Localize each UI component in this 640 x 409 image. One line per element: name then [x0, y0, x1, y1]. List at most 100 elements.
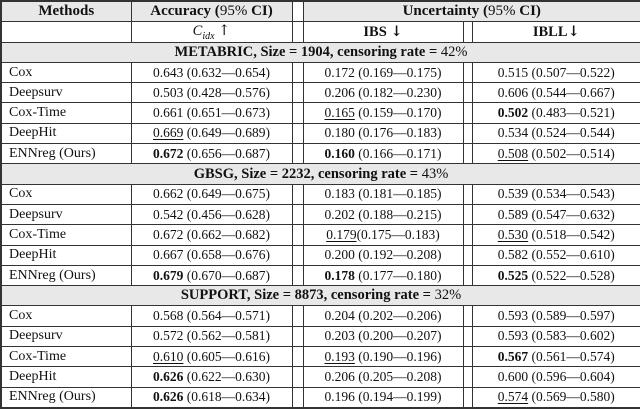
- metric-ci: (0.589—0.597): [528, 308, 615, 324]
- section-title-text: GBSG, Size = 2232, censoring rate =: [193, 165, 422, 182]
- accuracy-header-post: CI): [247, 3, 273, 20]
- method-name: DeepHit: [0, 244, 132, 266]
- section-title-pct: 32%: [434, 287, 462, 304]
- column-gap: [462, 244, 473, 266]
- cidx-cell: 0.626 (0.622—0.630): [130, 366, 293, 388]
- metric-ci: (0.569—0.580): [528, 389, 615, 405]
- uncertainty-header-pre: Uncertainty (: [402, 3, 488, 20]
- column-gap: [291, 305, 304, 327]
- cidx-symbol: C: [192, 22, 203, 39]
- ibs-cell: 0.178 (0.177—0.180): [302, 264, 464, 287]
- table-row: Cox-Time 0.672 (0.662—0.682) 0.179(0.175…: [0, 224, 640, 246]
- metric-value: 0.193: [324, 348, 355, 364]
- uncertainty-header: Uncertainty (95% CI): [302, 0, 640, 23]
- metric-value: 0.202: [324, 206, 355, 222]
- ibll-cell: 0.606 (0.544—0.667): [471, 82, 640, 104]
- metric-ci: (0.176—0.183): [354, 125, 442, 141]
- metric-ci: (0.159—0.170): [354, 105, 442, 121]
- table-row: ENNreg (Ours) 0.626 (0.618—0.634) 0.196 …: [0, 386, 640, 409]
- column-gap: [291, 264, 304, 287]
- metric-ci: (0.200—0.207): [354, 328, 442, 344]
- method-name: DeepHit: [0, 366, 132, 388]
- column-gap: [462, 61, 473, 84]
- ibll-cell: 0.593 (0.583—0.602): [471, 325, 640, 348]
- column-gap: [462, 346, 473, 368]
- metric-value: 0.502: [497, 105, 529, 121]
- cidx-cell: 0.679 (0.670—0.687): [130, 264, 293, 287]
- column-gap: [462, 143, 473, 165]
- column-gap: [291, 183, 304, 205]
- metric-ci: (0.583—0.602): [528, 328, 615, 344]
- metric-value: 0.606: [497, 84, 529, 100]
- ibs-cell: 0.160 (0.166—0.171): [302, 143, 464, 165]
- metric-ci: (0.670—0.687): [183, 267, 270, 283]
- ibs-cell: 0.200 (0.192—0.208): [302, 244, 464, 266]
- metric-ci: (0.562—0.581): [183, 328, 270, 344]
- ibs-cell: 0.204 (0.202—0.206): [302, 305, 464, 327]
- metric-ci: (0.507—0.522): [528, 64, 615, 80]
- metric-value: 0.179: [326, 226, 357, 242]
- column-gap: [462, 183, 473, 205]
- method-name: Cox: [0, 61, 132, 84]
- method-name: Cox-Time: [0, 102, 132, 124]
- column-gap: [462, 386, 473, 409]
- metric-ci: (0.524—0.544): [528, 125, 615, 141]
- ibll-cell: 0.539 (0.534—0.543): [471, 183, 640, 205]
- metric-ci: (0.632—0.654): [183, 64, 270, 80]
- metric-value: 0.669: [153, 125, 184, 141]
- table-row: ENNreg (Ours) 0.679 (0.670—0.687) 0.178 …: [0, 264, 640, 287]
- section-title-pct: 42%: [440, 43, 468, 60]
- method-name: Cox: [0, 305, 132, 327]
- table-row: Cox 0.662 (0.649—0.675) 0.183 (0.181—0.1…: [0, 183, 640, 205]
- metric-value: 0.593: [497, 328, 529, 344]
- metric-value: 0.661: [153, 105, 184, 121]
- column-gap: [291, 61, 304, 84]
- cidx-cell: 0.643 (0.632—0.654): [130, 61, 293, 84]
- column-gap: [462, 122, 473, 145]
- cidx-cell: 0.672 (0.662—0.682): [130, 224, 293, 246]
- metric-ci: (0.166—0.171): [354, 145, 442, 161]
- metric-value: 0.542: [153, 206, 184, 222]
- down-arrow-icon: ↓: [567, 22, 580, 40]
- metric-value: 0.600: [497, 368, 529, 384]
- metric-ci: (0.618—0.634): [183, 389, 270, 405]
- metric-value: 0.626: [153, 368, 184, 384]
- up-arrow-icon: ↑: [218, 22, 231, 39]
- metric-ci: (0.188—0.215): [354, 206, 442, 222]
- method-name: ENNreg (Ours): [0, 264, 132, 287]
- metric-value: 0.572: [153, 328, 184, 344]
- method-name: ENNreg (Ours): [0, 386, 132, 409]
- column-gap: [291, 0, 304, 23]
- cidx-cell: 0.568 (0.564—0.571): [130, 305, 293, 327]
- method-name: Deepsurv: [0, 203, 132, 226]
- uncertainty-header-pct: 95%: [487, 3, 516, 20]
- cidx-cell: 0.669 (0.649—0.689): [130, 122, 293, 145]
- metric-ci: (0.547—0.632): [528, 206, 615, 222]
- cidx-column-header: Cidx ↑: [130, 21, 293, 43]
- table-row: DeepHit 0.626 (0.622—0.630) 0.206 (0.205…: [0, 366, 640, 388]
- method-name: ENNreg (Ours): [0, 143, 132, 165]
- metric-value: 0.582: [497, 247, 529, 263]
- column-gap: [462, 325, 473, 348]
- metric-value: 0.530: [497, 226, 529, 242]
- column-gap: [291, 21, 304, 43]
- accuracy-header: Accuracy (95% CI): [130, 0, 293, 23]
- down-arrow-icon: ↓: [390, 22, 403, 40]
- ibs-cell: 0.179(0.175—0.183): [302, 224, 464, 246]
- ibll-column-header: IBLL↓: [471, 21, 640, 43]
- accuracy-header-pct: 95%: [219, 3, 248, 20]
- table-row: Cox-Time 0.661 (0.651—0.673) 0.165 (0.15…: [0, 102, 640, 124]
- cidx-cell: 0.503 (0.428—0.576): [130, 82, 293, 104]
- ibll-cell: 0.508 (0.502—0.514): [471, 143, 640, 165]
- metric-ci: (0.483—0.521): [528, 105, 615, 121]
- metric-value: 0.200: [324, 247, 355, 263]
- metric-ci: (0.605—0.616): [183, 348, 270, 364]
- metric-ci: (0.552—0.610): [528, 247, 615, 263]
- metric-value: 0.206: [324, 368, 355, 384]
- ibs-cell: 0.206 (0.205—0.208): [302, 366, 464, 388]
- ibll-cell: 0.515 (0.507—0.522): [471, 61, 640, 84]
- column-gap: [291, 122, 304, 145]
- metric-ci: (0.194—0.199): [354, 389, 442, 405]
- column-gap: [291, 386, 304, 409]
- column-gap: [291, 244, 304, 266]
